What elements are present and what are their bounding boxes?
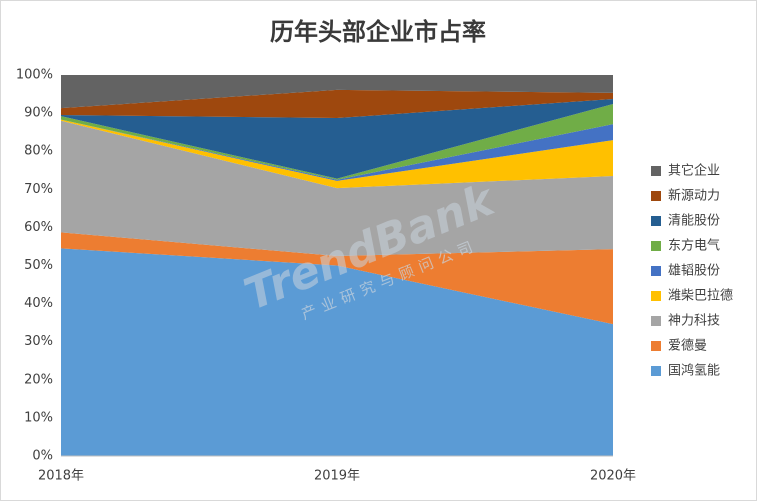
legend-label: 雄韬股份 [668,264,720,279]
y-tick-label: 50% [24,258,53,273]
legend-swatch [651,341,661,351]
area [61,120,613,256]
legend-label: 国鸿氢能 [668,363,720,379]
legend-swatch [651,291,661,301]
x-tick-label: 2018年 [38,469,84,484]
chart-title: 历年头部企业市占率 [270,18,486,46]
legend-label: 其它企业 [668,163,720,179]
legend-swatch [651,366,661,376]
area [61,99,613,179]
area [61,119,613,189]
y-tick-label: 100% [16,68,53,83]
area [61,89,613,119]
legend-label: 神力科技 [668,314,720,329]
area [61,75,613,109]
legend-label: 东方电气 [668,238,720,254]
y-tick-label: 40% [24,296,53,311]
x-tick-label: 2020年 [590,469,636,484]
y-tick-label: 10% [24,410,53,425]
y-tick-label: 80% [24,144,53,159]
legend-swatch [651,241,661,251]
y-tick-label: 30% [24,334,53,349]
legend-swatch [651,216,661,226]
y-tick-label: 90% [24,106,53,121]
legend-swatch [651,316,661,326]
legend-label: 潍柴巴拉德 [668,289,733,304]
area [61,232,613,325]
y-tick-label: 0% [32,449,53,464]
y-tick-label: 60% [24,220,53,235]
legend-label: 清能股份 [668,214,720,229]
legend-swatch [651,191,661,201]
area [61,248,613,456]
legend-swatch [651,266,661,276]
area [61,103,613,180]
legend-swatch [651,166,661,176]
legend-label: 爱德曼 [668,339,707,354]
y-tick-label: 20% [24,372,53,387]
y-tick-label: 70% [24,182,53,197]
area [61,119,613,181]
legend-label: 新源动力 [668,188,720,204]
x-tick-label: 2019年 [314,469,360,484]
